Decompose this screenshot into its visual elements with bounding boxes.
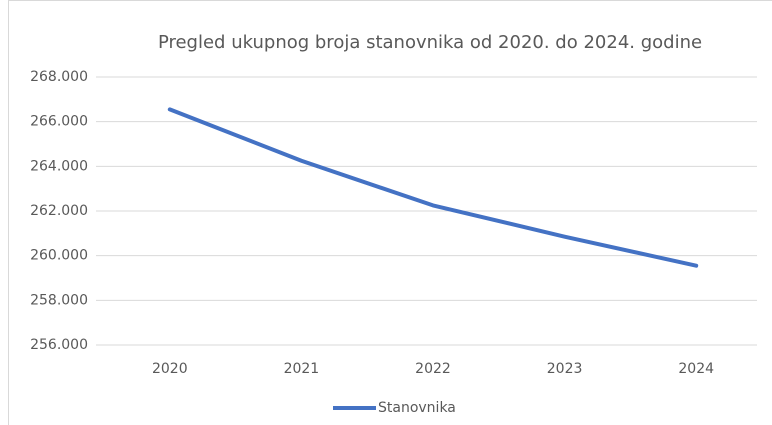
y-tick-label: 266.000 (30, 114, 88, 130)
x-tick-label: 2023 (547, 361, 583, 377)
chart-title: Pregled ukupnog broja stanovnika od 2020… (158, 32, 702, 53)
x-tick-label: 2024 (678, 361, 714, 377)
y-tick-label: 260.000 (30, 248, 88, 264)
series-line (167, 107, 699, 268)
y-tick-label: 268.000 (30, 69, 88, 85)
x-tick-label: 2021 (284, 361, 320, 377)
legend-label: Stanovnika (378, 400, 456, 416)
y-tick-label: 262.000 (30, 203, 88, 219)
y-tick-label: 264.000 (30, 158, 88, 174)
x-tick-label: 2022 (415, 361, 451, 377)
x-tick-label: 2020 (152, 361, 188, 377)
y-tick-label: 256.000 (30, 337, 88, 353)
chart-border (8, 0, 772, 425)
y-tick-label: 258.000 (30, 292, 88, 308)
